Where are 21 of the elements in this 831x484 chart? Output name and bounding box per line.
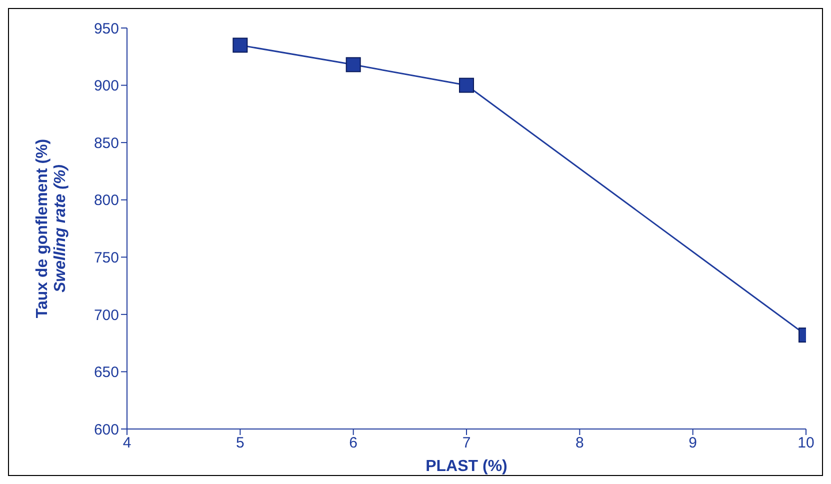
text: Swelling rate (%) (52, 164, 69, 293)
x-tick-label: 7 (462, 434, 471, 452)
y-tick-label: 700 (94, 306, 119, 324)
y-tick-label: 650 (94, 364, 119, 382)
y-tick-label: 900 (94, 78, 119, 95)
x-axis-title: PLAST (%) (426, 458, 508, 475)
y-tick-label: 850 (94, 134, 119, 152)
y-tick-label: 800 (94, 192, 119, 210)
x-tick-label: 8 (575, 434, 584, 452)
y-tick-label: 950 (94, 20, 119, 38)
x-tick-label: 10 (798, 434, 814, 452)
x-tick-label: 5 (236, 434, 244, 452)
point (346, 57, 361, 72)
text: Taux de gonflement (%) (34, 138, 51, 318)
x-tick-label: 6 (349, 434, 358, 452)
point (232, 38, 248, 53)
x-tick-label: 9 (688, 434, 698, 452)
point (459, 78, 474, 93)
y-tick-label: 600 (94, 421, 119, 438)
y-tick-label: 750 (94, 249, 119, 266)
x-tick-label: 4 (122, 434, 132, 452)
